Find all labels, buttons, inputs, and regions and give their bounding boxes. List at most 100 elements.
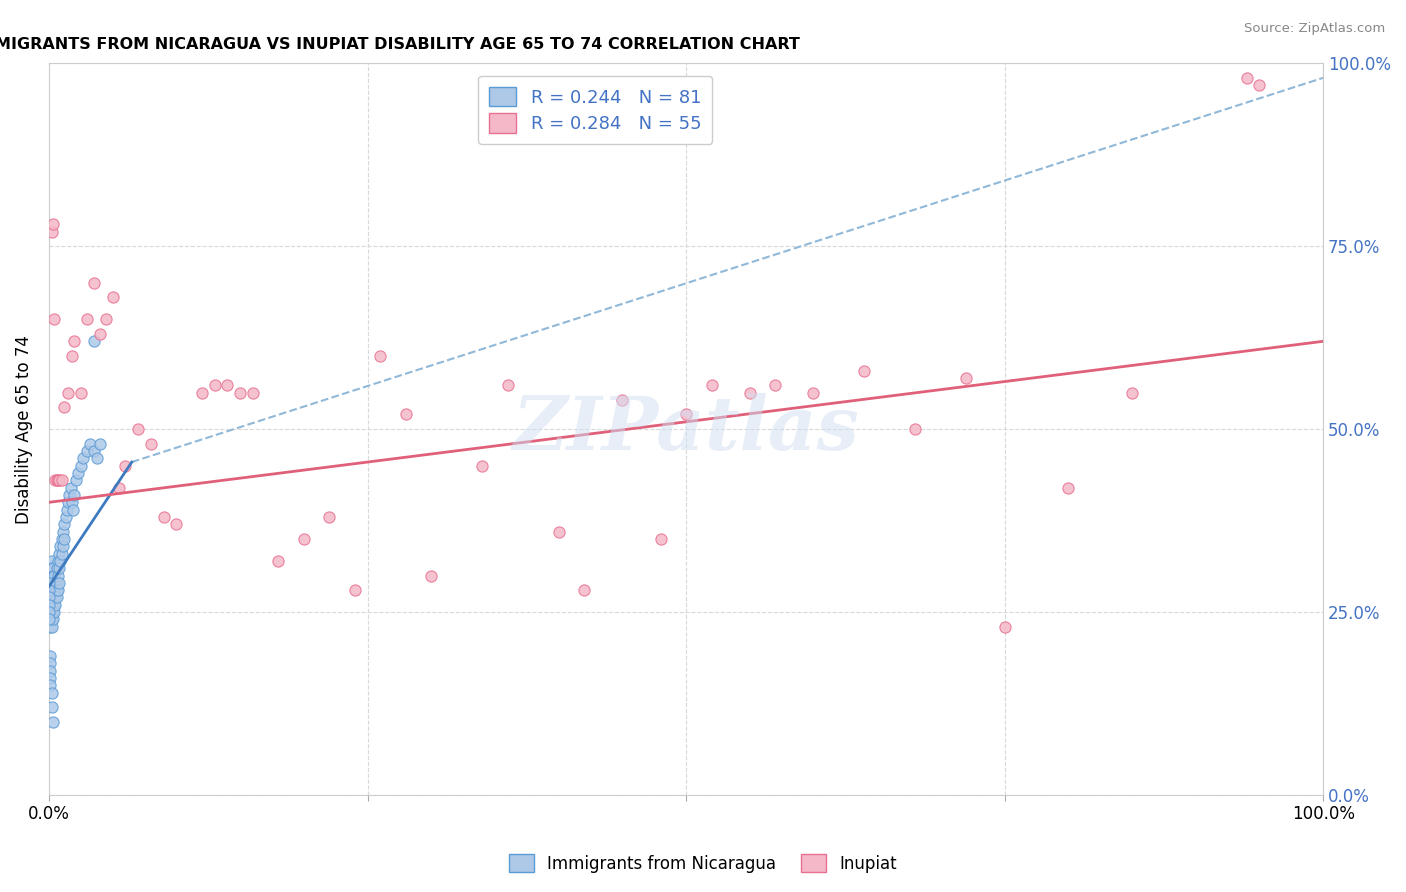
Point bbox=[41, 225, 63, 239]
Point bbox=[41, 554, 63, 568]
Point bbox=[292, 532, 315, 546]
Point bbox=[63, 488, 86, 502]
Point bbox=[83, 444, 105, 458]
Point bbox=[44, 474, 66, 488]
Point bbox=[650, 532, 672, 546]
Point bbox=[496, 378, 519, 392]
Point bbox=[39, 648, 62, 663]
Point bbox=[41, 700, 63, 714]
Point bbox=[46, 474, 69, 488]
Point bbox=[51, 547, 73, 561]
Point bbox=[62, 502, 84, 516]
Point bbox=[41, 575, 63, 590]
Point bbox=[41, 612, 63, 626]
Point bbox=[42, 561, 65, 575]
Point bbox=[44, 598, 66, 612]
Point bbox=[39, 598, 62, 612]
Point bbox=[39, 671, 62, 685]
Point bbox=[83, 276, 105, 290]
Legend: R = 0.244   N = 81, R = 0.284   N = 55: R = 0.244 N = 81, R = 0.284 N = 55 bbox=[478, 76, 713, 144]
Point bbox=[89, 326, 111, 341]
Point bbox=[46, 568, 69, 582]
Point bbox=[675, 408, 697, 422]
Point bbox=[69, 458, 91, 473]
Point bbox=[853, 363, 876, 377]
Point bbox=[41, 561, 63, 575]
Point bbox=[191, 385, 214, 400]
Point bbox=[42, 583, 65, 598]
Point bbox=[49, 554, 72, 568]
Point bbox=[83, 334, 105, 349]
Point bbox=[994, 620, 1017, 634]
Point bbox=[65, 474, 87, 488]
Point bbox=[39, 605, 62, 619]
Point bbox=[547, 524, 569, 539]
Point bbox=[763, 378, 786, 392]
Point bbox=[41, 685, 63, 699]
Point bbox=[45, 591, 67, 605]
Point bbox=[41, 605, 63, 619]
Point bbox=[39, 583, 62, 598]
Point bbox=[46, 583, 69, 598]
Point bbox=[86, 451, 108, 466]
Point bbox=[52, 539, 75, 553]
Point bbox=[48, 547, 70, 561]
Point bbox=[39, 657, 62, 671]
Point bbox=[39, 620, 62, 634]
Point bbox=[72, 451, 94, 466]
Point bbox=[63, 334, 86, 349]
Point bbox=[44, 583, 66, 598]
Point bbox=[79, 436, 101, 450]
Point bbox=[42, 605, 65, 619]
Point bbox=[56, 385, 79, 400]
Point bbox=[1057, 481, 1080, 495]
Point bbox=[242, 385, 264, 400]
Point bbox=[41, 598, 63, 612]
Point bbox=[41, 620, 63, 634]
Point bbox=[42, 312, 65, 326]
Point bbox=[1121, 385, 1143, 400]
Point bbox=[55, 510, 77, 524]
Point bbox=[42, 575, 65, 590]
Point bbox=[38, 605, 60, 619]
Point bbox=[48, 474, 70, 488]
Point bbox=[572, 583, 595, 598]
Point bbox=[96, 312, 118, 326]
Point bbox=[39, 568, 62, 582]
Point bbox=[42, 591, 65, 605]
Point bbox=[53, 400, 76, 414]
Point bbox=[42, 605, 65, 619]
Point bbox=[38, 591, 60, 605]
Point bbox=[700, 378, 723, 392]
Point bbox=[738, 385, 761, 400]
Point bbox=[1236, 70, 1258, 85]
Legend: Immigrants from Nicaragua, Inupiat: Immigrants from Nicaragua, Inupiat bbox=[502, 847, 904, 880]
Point bbox=[69, 385, 91, 400]
Point bbox=[48, 561, 70, 575]
Point bbox=[56, 502, 79, 516]
Point bbox=[612, 392, 634, 407]
Point bbox=[803, 385, 825, 400]
Point bbox=[58, 488, 80, 502]
Point bbox=[53, 517, 76, 532]
Point bbox=[67, 466, 90, 480]
Point bbox=[42, 568, 65, 582]
Point bbox=[46, 554, 69, 568]
Point bbox=[42, 568, 65, 582]
Point bbox=[165, 517, 187, 532]
Point bbox=[114, 458, 136, 473]
Point bbox=[420, 568, 443, 582]
Point bbox=[139, 436, 162, 450]
Point bbox=[38, 583, 60, 598]
Point bbox=[1249, 78, 1271, 92]
Point bbox=[56, 495, 79, 509]
Point bbox=[267, 554, 290, 568]
Point bbox=[39, 591, 62, 605]
Point bbox=[127, 422, 149, 436]
Text: ZIPatlas: ZIPatlas bbox=[513, 392, 859, 466]
Point bbox=[51, 474, 73, 488]
Point bbox=[904, 422, 927, 436]
Point bbox=[45, 561, 67, 575]
Point bbox=[89, 436, 111, 450]
Point bbox=[217, 378, 239, 392]
